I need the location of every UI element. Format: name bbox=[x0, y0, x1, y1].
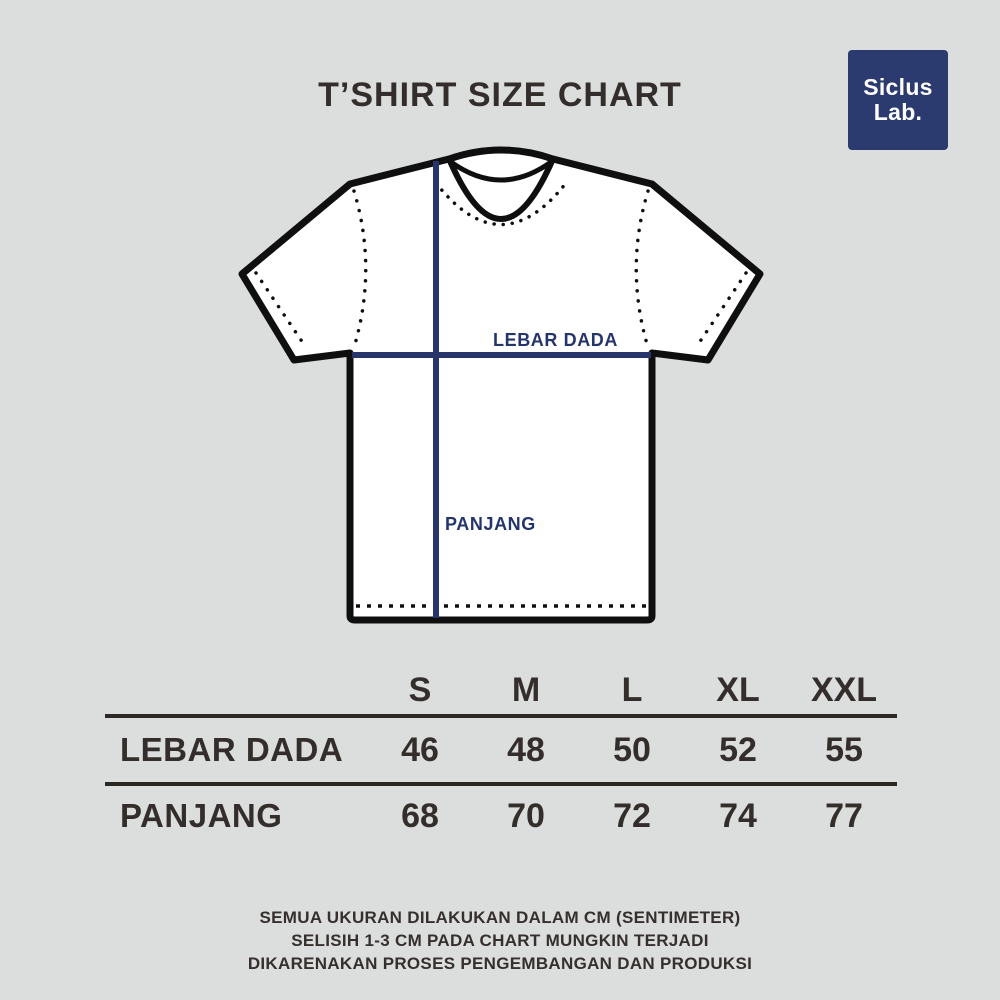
table-divider-top bbox=[105, 714, 897, 718]
table-row-length: PANJANG 68 70 72 74 77 bbox=[105, 786, 897, 846]
collar-neckline bbox=[447, 158, 555, 222]
length-value-xl: 74 bbox=[719, 796, 757, 835]
chest-value-m: 48 bbox=[507, 730, 545, 769]
length-value-xxl: 77 bbox=[825, 796, 863, 835]
chest-value-xl: 52 bbox=[719, 730, 757, 769]
size-table: S M L XL XXL LEBAR DADA 46 48 50 52 55 P… bbox=[105, 666, 897, 846]
header-size-l: L bbox=[621, 670, 643, 709]
table-divider-middle bbox=[105, 782, 897, 786]
footer-notes: SEMUA UKURAN DILAKUKAN DALAM CM (SENTIME… bbox=[0, 906, 1000, 975]
length-value-s: 68 bbox=[401, 796, 439, 835]
siclus-lab-logo: Siclus Lab. bbox=[848, 50, 948, 150]
right-cuff-dotted-seam bbox=[697, 271, 748, 345]
page-title: T’SHIRT SIZE CHART bbox=[318, 76, 682, 114]
chest-value-xxl: 55 bbox=[825, 730, 863, 769]
chest-value-s: 46 bbox=[401, 730, 439, 769]
length-value-l: 72 bbox=[613, 796, 651, 835]
logo-line2: Lab. bbox=[873, 99, 923, 125]
table-row-chest-width: LEBAR DADA 46 48 50 52 55 bbox=[105, 718, 897, 782]
chest-value-l: 50 bbox=[613, 730, 651, 769]
chest-width-label: LEBAR DADA bbox=[493, 330, 618, 350]
header-size-xl: XL bbox=[716, 670, 760, 709]
collar-stitch-dotted-line bbox=[434, 181, 568, 227]
length-value-m: 70 bbox=[507, 796, 545, 835]
left-cuff-dotted-seam bbox=[254, 271, 305, 345]
row-label: PANJANG bbox=[120, 797, 283, 834]
footer-note-line1: SEMUA UKURAN DILAKUKAN DALAM CM (SENTIME… bbox=[259, 908, 741, 927]
row-label: LEBAR DADA bbox=[120, 731, 344, 768]
header-size-m: M bbox=[511, 670, 541, 709]
tshirt-outline-shape bbox=[238, 146, 764, 624]
footer-note-line2: SELISIH 1-3 CM PADA CHART MUNGKIN TERJAD… bbox=[291, 931, 709, 950]
logo-line1: Siclus bbox=[863, 74, 933, 100]
header-size-xxl: XXL bbox=[810, 670, 878, 709]
header-size-s: S bbox=[408, 670, 432, 709]
size-table-header-row: S M L XL XXL bbox=[105, 666, 897, 714]
length-label: PANJANG bbox=[445, 514, 536, 534]
collar-band-line bbox=[448, 159, 554, 183]
footer-note-line3: DIKARENAKAN PROSES PENGEMBANGAN DAN PROD… bbox=[247, 954, 753, 973]
